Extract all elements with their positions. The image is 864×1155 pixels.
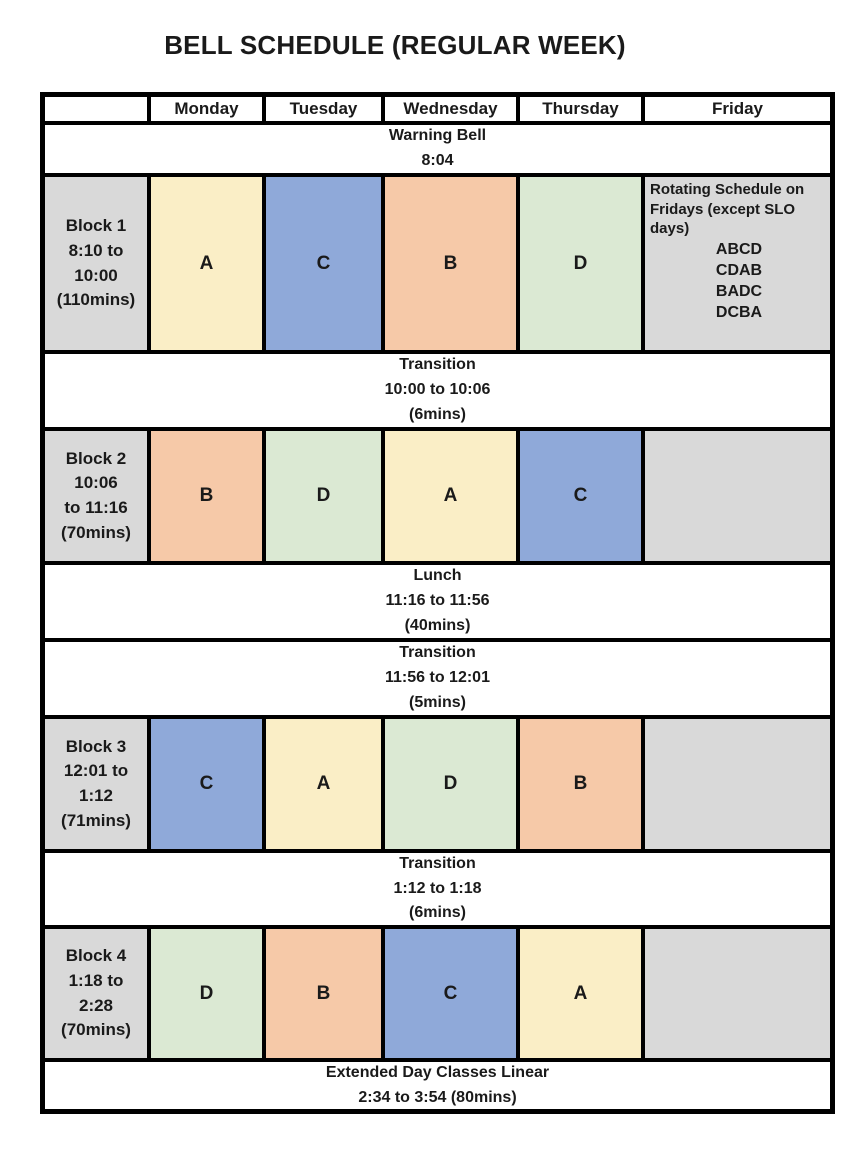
transition2-row: Transition 11:56 to 12:01 (5mins) [43, 640, 832, 717]
block3-thursday-class: B [518, 717, 643, 851]
block3-duration: (71mins) [61, 810, 131, 830]
block3-time-2: 1:12 [78, 786, 114, 805]
transition1-time: 10:00 to 10:06 [384, 381, 491, 399]
block2-friday-cell [643, 429, 832, 563]
friday-rotation-2: CDAB [715, 261, 763, 279]
header-cell-tuesday: Tuesday [264, 95, 383, 123]
transition2-time: 11:56 to 12:01 [385, 669, 490, 687]
warning-bell-title: Warning Bell [388, 127, 487, 145]
transition1-title: Transition [399, 356, 476, 374]
block4-duration: (70mins) [61, 1020, 131, 1040]
block1-thursday-class: D [518, 175, 643, 352]
block1-name: Block 1 [65, 216, 127, 236]
friday-rotation-1: ABCD [715, 240, 763, 258]
block2-name: Block 2 [65, 448, 127, 468]
block3-time-1: 12:01 to [63, 761, 129, 781]
lunch-title: Lunch [413, 567, 462, 585]
block1-monday-class: A [149, 175, 264, 352]
extended-day-row: Extended Day Classes Linear 2:34 to 3:54… [43, 1060, 832, 1111]
header-cell-thursday: Thursday [518, 95, 643, 123]
block3-monday-class: C [149, 717, 264, 851]
block2-monday-class: B [149, 429, 264, 563]
lunch-time: 11:16 to 11:56 [385, 592, 490, 610]
block4-time-2: 2:28 [78, 995, 114, 1015]
block3-name: Block 3 [65, 736, 127, 756]
block1-time-2: 10:00 [74, 265, 118, 285]
block2-thursday-class: C [518, 429, 643, 563]
block4-thursday-class: A [518, 927, 643, 1060]
block2-label: Block 2 10:06 to 11:16 (70mins) [43, 429, 149, 563]
extended-day-time: 2:34 to 3:54 (80mins) [358, 1088, 517, 1106]
block3-tuesday-class: A [264, 717, 383, 851]
transition2-title: Transition [399, 644, 476, 662]
block1-duration: (110mins) [56, 290, 136, 310]
block4-wednesday-class: C [383, 927, 518, 1060]
block2-time-2: to 11:16 [64, 498, 128, 517]
transition1-duration: (6mins) [409, 405, 466, 423]
block1-label: Block 1 8:10 to 10:00 (110mins) [43, 175, 149, 352]
transition3-title: Transition [399, 854, 476, 872]
transition3-time: 1:12 to 1:18 [393, 879, 482, 897]
header-cell-empty [43, 95, 149, 123]
block2-duration: (70mins) [61, 522, 131, 542]
block2-wednesday-class: A [383, 429, 518, 563]
block4-monday-class: D [149, 927, 264, 1060]
block1-wednesday-class: B [383, 175, 518, 352]
lunch-duration: (40mins) [404, 616, 471, 634]
transition3-duration: (6mins) [409, 904, 466, 922]
transition3-row: Transition 1:12 to 1:18 (6mins) [43, 851, 832, 927]
block4-time-1: 1:18 to [68, 970, 124, 990]
header-cell-wednesday: Wednesday [383, 95, 518, 123]
block4-tuesday-class: B [264, 927, 383, 1060]
warning-bell-time: 8:04 [421, 152, 454, 169]
header-cell-friday: Friday [643, 95, 832, 123]
block4-name: Block 4 [65, 946, 127, 966]
block3-wednesday-class: D [383, 717, 518, 851]
bell-schedule-table: Monday Tuesday Wednesday Thursday Friday… [40, 92, 835, 1114]
block1-time-1: 8:10 to [68, 240, 124, 260]
lunch-row: Lunch 11:16 to 11:56 (40mins) [43, 563, 832, 640]
friday-rotation-4: DCBA [715, 303, 763, 321]
block3-friday-cell [643, 717, 832, 851]
block2-tuesday-class: D [264, 429, 383, 563]
block4-friday-cell [643, 927, 832, 1060]
block2-time-1: 10:06 [74, 473, 118, 493]
friday-note-intro: Rotating Schedule on Fridays (except SLO… [650, 181, 805, 237]
block3-label: Block 3 12:01 to 1:12 (71mins) [43, 717, 149, 851]
friday-rotation-3: BADC [715, 282, 763, 300]
warning-bell-row: Warning Bell 8:04 [43, 123, 832, 175]
block1-tuesday-class: C [264, 175, 383, 352]
transition1-row: Transition 10:00 to 10:06 (6mins) [43, 352, 832, 429]
page-title: BELL SCHEDULE (REGULAR WEEK) [164, 30, 626, 60]
block4-label: Block 4 1:18 to 2:28 (70mins) [43, 927, 149, 1060]
block1-friday-note: Rotating Schedule on Fridays (except SLO… [643, 175, 832, 352]
transition2-duration: (5mins) [409, 693, 466, 711]
header-cell-monday: Monday [149, 95, 264, 123]
extended-day-title: Extended Day Classes Linear [325, 1063, 550, 1081]
